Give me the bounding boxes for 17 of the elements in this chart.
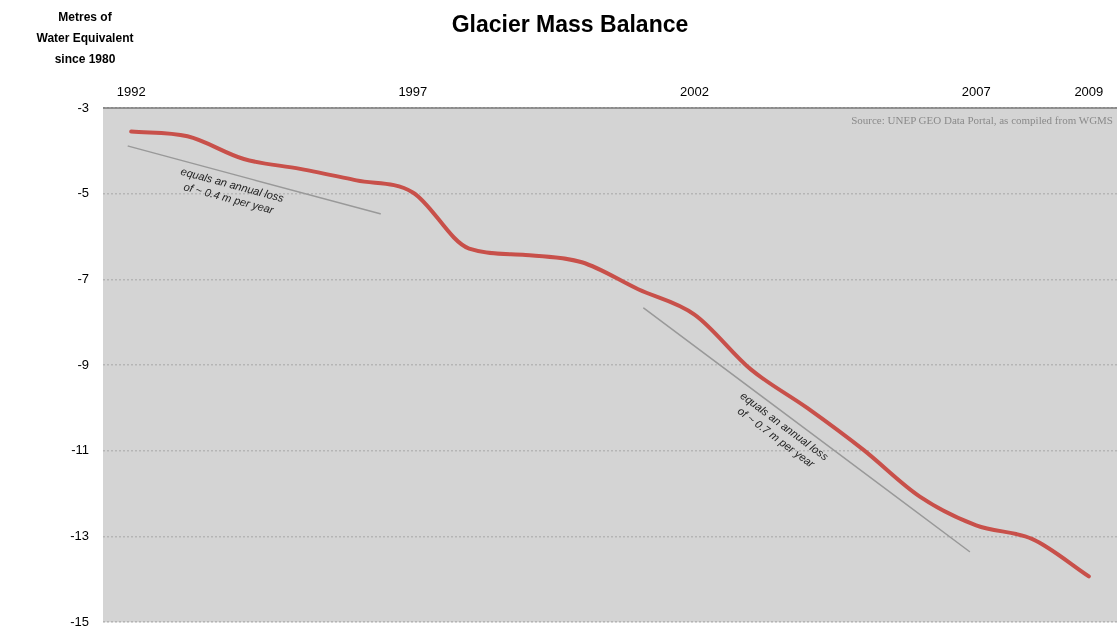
y-tick-label: -13 (70, 528, 89, 544)
line-series (129, 129, 1091, 579)
annotation: equals an annual loss of ~ 0.4 m per year (179, 164, 286, 217)
x-tick-label: 2007 (961, 83, 991, 99)
y-tick-label: -9 (77, 356, 89, 372)
y-tick-label: -11 (71, 442, 89, 458)
chart-title: Glacier Mass Balance (451, 11, 689, 38)
annotation: Source: UNEP GEO Data Portal, as compiled from WGMS (851, 113, 1113, 126)
y-tick-label: -15 (70, 613, 89, 629)
y-tick-label: -3 (77, 99, 89, 115)
y-tick-label: -5 (77, 185, 89, 201)
y-tick-label: -7 (77, 270, 89, 286)
x-tick-label: 1992 (116, 83, 146, 99)
x-tick-label: 2009 (1074, 83, 1104, 99)
y-axis-title: Metres of Water Equivalent since 1980 (36, 10, 134, 67)
x-tick-label: 2002 (680, 83, 709, 99)
x-tick-label: 1997 (398, 83, 428, 99)
